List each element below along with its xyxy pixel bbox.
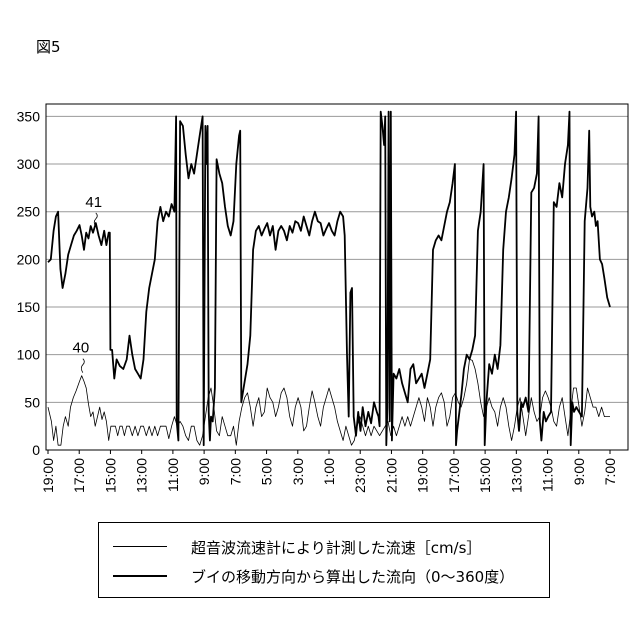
x-tick-label: 13:00 <box>134 458 150 493</box>
y-tick-label: 350 <box>17 108 41 124</box>
annotation-label: 41 <box>85 194 102 211</box>
x-tick-label: 7:00 <box>227 458 243 485</box>
y-tick-label: 150 <box>17 299 41 315</box>
plot-area-border <box>46 104 628 450</box>
series-line-direction <box>48 112 610 446</box>
x-tick-label: 23:00 <box>352 458 368 493</box>
x-tick-label: 3:00 <box>290 458 306 485</box>
y-axis-ticks: 0 50 100 150 200 250 300 350 <box>17 108 41 458</box>
x-tick-label: 9:00 <box>196 458 212 485</box>
legend: 超音波流速計により計測した流速［cm/s］ ブイの移動方向から算出した流向（0～… <box>98 522 550 598</box>
legend-swatch-thick-line <box>113 575 167 577</box>
annotation-leader <box>81 359 84 373</box>
y-tick-label: 50 <box>24 394 40 410</box>
legend-item-direction: ブイの移動方向から算出した流向（0～360度） <box>99 565 549 587</box>
x-tick-label: 11:00 <box>165 458 181 492</box>
x-tick-label: 17:00 <box>446 458 462 493</box>
legend-label-speed: 超音波流速計により計測した流速［cm/s］ <box>191 537 481 558</box>
y-tick-label: 300 <box>17 156 41 172</box>
x-tick-label: 5:00 <box>259 458 275 485</box>
x-tick-label: 19:00 <box>415 458 431 493</box>
x-tick-label: 13:00 <box>508 458 524 493</box>
y-tick-label: 0 <box>32 442 40 458</box>
legend-label-direction: ブイの移動方向から算出した流向（0～360度） <box>191 566 514 587</box>
y-tick-label: 200 <box>17 251 41 267</box>
annotation-label: 40 <box>73 340 90 357</box>
x-axis-ticks: 19:00 17:00 15:00 13:00 11:00 9:00 7:00 5:00 3:0… <box>40 450 618 493</box>
legend-swatch-thin-line <box>113 546 167 547</box>
annotations: 41 40 <box>73 194 103 373</box>
y-tick-label: 250 <box>17 204 41 220</box>
x-tick-label: 19:00 <box>40 458 56 493</box>
x-tick-label: 9:00 <box>571 458 587 485</box>
x-tick-label: 1:00 <box>321 458 337 485</box>
x-tick-label: 15:00 <box>102 458 118 493</box>
x-tick-label: 21:00 <box>383 458 399 493</box>
x-tick-label: 17:00 <box>71 458 87 493</box>
x-tick-label: 11:00 <box>540 458 556 492</box>
line-chart: 0 50 100 150 200 250 300 350 19:00 17:00 15:00 13:… <box>0 0 640 520</box>
y-tick-label: 100 <box>17 347 41 363</box>
legend-item-speed: 超音波流速計により計測した流速［cm/s］ <box>99 536 549 558</box>
series-lines <box>48 112 610 446</box>
x-tick-label: 7:00 <box>602 458 618 485</box>
x-tick-label: 15:00 <box>477 458 493 493</box>
